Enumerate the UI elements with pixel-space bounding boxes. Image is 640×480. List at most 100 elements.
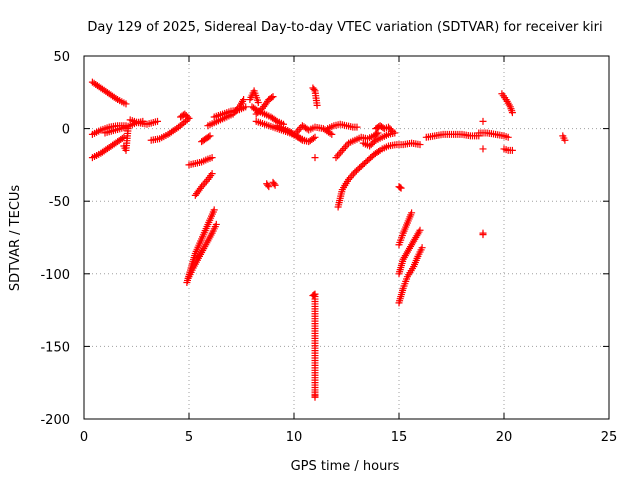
series-arc-10 — [185, 220, 220, 281]
data-point — [313, 101, 321, 109]
data-point — [311, 154, 319, 162]
data-point — [561, 136, 569, 144]
series-arc-41 — [479, 229, 487, 239]
y-tick-labels: -200 -150 -100 -50 0 50 — [40, 50, 70, 428]
x-axis-label: GPS time / hours — [291, 459, 400, 474]
series-arc-18 — [252, 93, 277, 118]
series-arc-35 — [395, 226, 424, 278]
x-tick-label: 25 — [601, 430, 618, 445]
y-tick-label: -100 — [40, 268, 70, 283]
y-tick-label: -150 — [40, 340, 70, 355]
series-arc-07 — [147, 114, 193, 144]
series-arc-30 — [359, 129, 399, 150]
data-point — [370, 138, 378, 146]
data-point — [387, 126, 395, 134]
data-point — [210, 206, 218, 214]
data-point — [374, 129, 382, 137]
series-arc-37 — [422, 130, 483, 141]
x-tick-label: 15 — [391, 430, 408, 445]
data-point — [310, 85, 318, 93]
data-point — [271, 181, 279, 189]
data-point — [201, 179, 209, 187]
series-arc-38 — [475, 129, 512, 141]
data-point — [154, 117, 161, 125]
data-point — [212, 220, 220, 228]
series-arc-15 — [210, 103, 250, 121]
series-arc-25 — [311, 154, 319, 162]
series-arc-42 — [498, 90, 516, 117]
series-arc-22 — [263, 180, 273, 191]
data-point — [508, 146, 516, 154]
data-point — [264, 181, 272, 189]
data-point — [297, 135, 305, 143]
data-point — [240, 96, 248, 104]
data-point — [242, 103, 250, 111]
data-point — [332, 154, 340, 162]
y-axis-label: SDTVAR / TECUs — [8, 185, 23, 292]
series-arc-43 — [500, 145, 516, 154]
data-point — [268, 94, 276, 102]
series-arc-40 — [479, 145, 487, 153]
data-point — [375, 147, 383, 155]
x-tick-labels: 0 5 10 15 20 25 — [80, 430, 617, 445]
series-arc-34 — [395, 209, 416, 249]
series-arc-16 — [246, 87, 262, 106]
data-point — [208, 154, 216, 162]
series-arc-33 — [395, 183, 405, 192]
data-point — [418, 244, 426, 252]
data-point — [349, 170, 357, 178]
data-point — [353, 123, 361, 131]
data-point — [311, 393, 319, 401]
data-point — [416, 141, 424, 149]
series-arc-08 — [177, 110, 193, 122]
series-arc-39 — [479, 117, 487, 125]
series-arc-29 — [334, 146, 384, 211]
series-arc-04 — [120, 125, 132, 154]
data-point — [311, 133, 319, 141]
data-point — [479, 145, 487, 153]
series-arc-03 — [88, 133, 128, 162]
series-arc-26 — [309, 290, 319, 401]
x-tick-label: 10 — [286, 430, 303, 445]
data-point — [309, 134, 317, 142]
series-arc-21 — [269, 178, 279, 189]
data-point — [340, 145, 348, 153]
data-point — [185, 114, 193, 122]
data-point — [122, 100, 130, 108]
data-point — [272, 116, 280, 124]
data-point — [338, 146, 346, 154]
data-point — [479, 117, 487, 125]
data-point — [479, 231, 487, 239]
series-arc-31 — [372, 122, 397, 136]
x-tick-label: 5 — [185, 430, 193, 445]
series-arc-12 — [185, 154, 216, 169]
data-point — [397, 184, 405, 192]
axis-ticks — [83, 55, 610, 420]
data-point — [265, 183, 273, 191]
data-point — [341, 143, 349, 151]
series-arc-44 — [559, 132, 569, 144]
data-point — [504, 133, 512, 141]
series-arc-32 — [378, 139, 424, 153]
y-tick-label: -200 — [40, 413, 70, 428]
data-point — [254, 98, 262, 106]
data-point — [348, 172, 356, 180]
series-arc-11 — [191, 170, 216, 199]
data-point — [328, 130, 336, 138]
data-point — [334, 152, 342, 160]
data-point — [112, 94, 120, 102]
data-point — [205, 133, 213, 141]
data-point — [208, 170, 216, 178]
series-arc-01 — [88, 78, 130, 108]
data-point — [389, 128, 397, 136]
series-arc-24 — [309, 84, 321, 109]
series-arc-27 — [324, 120, 361, 133]
y-tick-label: 50 — [53, 50, 70, 65]
data-point — [396, 183, 404, 191]
x-tick-label: 20 — [496, 430, 513, 445]
y-tick-label: -50 — [49, 195, 70, 210]
series-arc-06 — [126, 116, 161, 128]
data-point — [269, 93, 277, 101]
data-point — [337, 148, 345, 156]
